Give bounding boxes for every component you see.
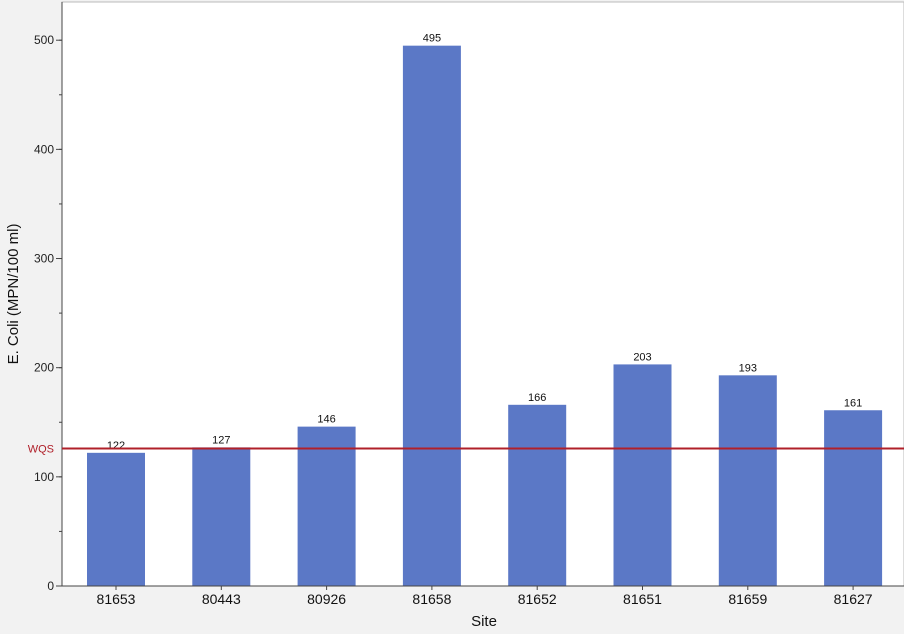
y-tick-label: 0 <box>47 579 54 593</box>
x-tick-label: 80926 <box>307 591 346 607</box>
y-tick-label: 200 <box>34 361 54 375</box>
data-label: 495 <box>423 33 441 45</box>
data-label: 193 <box>739 362 757 374</box>
plot-area <box>61 1 904 587</box>
x-axis-title: Site <box>471 613 497 630</box>
x-tick-label: 81652 <box>518 591 557 607</box>
bar-80443 <box>192 447 251 586</box>
x-tick-label: 81651 <box>623 591 662 607</box>
data-label: 166 <box>528 392 546 404</box>
reference-line: WQS <box>28 443 904 455</box>
bar-81651 <box>613 364 672 586</box>
x-tick-label: 81653 <box>97 591 136 607</box>
bars <box>87 45 883 586</box>
data-labels: 122 127 146 495 166 203 193 161 <box>107 33 862 452</box>
bar-81652 <box>508 404 567 586</box>
bar-81659 <box>718 375 777 586</box>
bar-80926 <box>297 426 356 586</box>
y-tick-label: 100 <box>34 470 54 484</box>
data-label: 122 <box>107 440 125 452</box>
bar-81653 <box>87 452 145 586</box>
y-tick-label: 500 <box>34 33 54 47</box>
bar-81627 <box>824 410 883 586</box>
data-label: 161 <box>844 397 862 409</box>
x-tick-label: 81658 <box>412 591 451 607</box>
x-axis: 81653 80443 80926 81658 81652 81651 81659 81627 <box>62 585 904 607</box>
x-tick-label: 81627 <box>834 591 873 607</box>
wqs-label: WQS <box>28 443 54 455</box>
y-axis-title: E. Coli (MPN/100 ml) <box>5 224 22 365</box>
bar-81658 <box>402 45 461 586</box>
data-label: 127 <box>212 434 230 446</box>
x-tick-label: 81659 <box>728 591 767 607</box>
y-tick-label: 300 <box>34 252 54 266</box>
y-tick-label: 400 <box>34 142 54 156</box>
y-axis: 0 100 200 300 400 500 <box>34 2 63 593</box>
x-tick-label: 80443 <box>202 591 241 607</box>
data-label: 203 <box>633 351 651 363</box>
data-label: 146 <box>317 414 335 426</box>
